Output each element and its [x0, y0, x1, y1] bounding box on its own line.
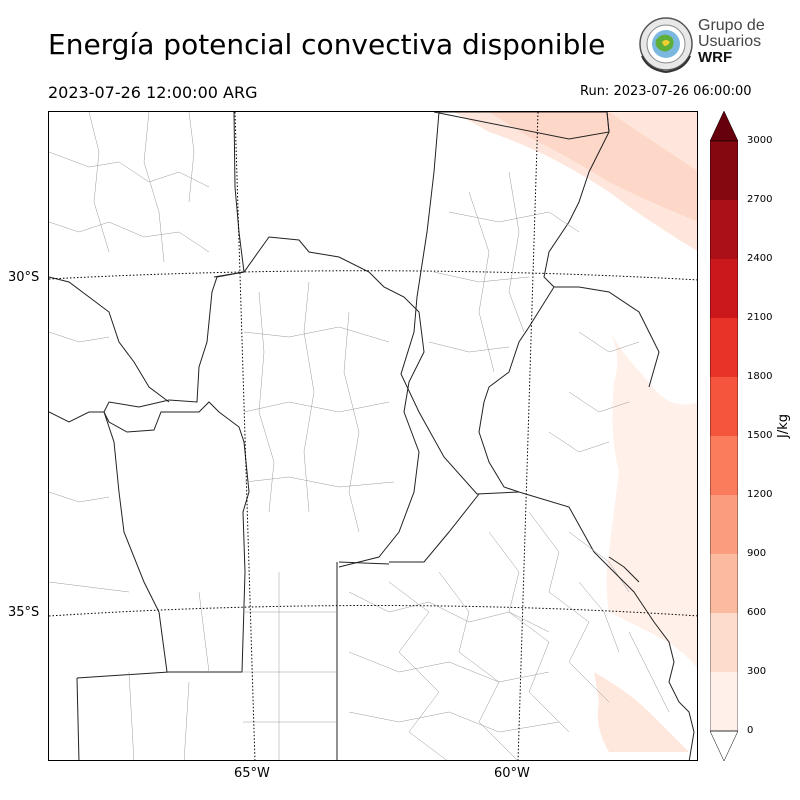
- colorbar-tick-label: 300: [747, 666, 767, 677]
- colorbar-segment: [710, 259, 738, 318]
- valid-time: 2023-07-26 12:00:00 ARG: [48, 83, 258, 102]
- meridian-65w: [234, 112, 256, 760]
- colorbar-segment: [710, 200, 738, 259]
- lon-label-65w: 65°W: [234, 766, 270, 781]
- cape-map: [48, 111, 698, 761]
- cape-shade-northeast-core: [489, 112, 697, 222]
- colorbar-tick-label: 600: [747, 607, 767, 618]
- cape-shade-southeast: [594, 672, 689, 752]
- lat-label-35s: 35°S: [8, 605, 40, 620]
- wrf-users-logo: Grupo de Usuarios WRF: [638, 16, 768, 74]
- colorbar-tick-label: 1800: [747, 371, 773, 382]
- colorbar-segment: [710, 495, 738, 554]
- map-canvas: [49, 112, 697, 760]
- colorbar-segment: [710, 318, 738, 377]
- colorbar: [710, 111, 738, 761]
- colorbar-segment: [710, 377, 738, 436]
- colorbar-label: J/kg: [776, 414, 791, 438]
- lat-label-30s: 30°S: [8, 270, 40, 285]
- colorbar-segment: [710, 141, 738, 200]
- page-title: Energía potencial convectiva disponible: [48, 28, 606, 61]
- colorbar-segment: [710, 672, 738, 731]
- colorbar-tick-label: 2100: [747, 312, 773, 323]
- cape-shade-east: [604, 322, 697, 669]
- colorbar-segments: [710, 141, 738, 731]
- meridian-60w: [517, 112, 539, 760]
- department-boundaries: [49, 112, 670, 760]
- colorbar-segment: [710, 436, 738, 495]
- globe-seal-icon: [639, 17, 693, 74]
- lon-label-60w: 60°W: [494, 766, 530, 781]
- colorbar-tick-label: 0: [747, 725, 754, 736]
- colorbar-segment: [710, 554, 738, 613]
- province-boundaries: [49, 112, 660, 760]
- colorbar-extend-max: [710, 111, 738, 142]
- colorbar-tick-label: 900: [747, 548, 767, 559]
- colorbar-tick-label: 1500: [747, 430, 773, 441]
- cape-shading: [454, 112, 697, 752]
- graticule: [49, 112, 697, 760]
- colorbar-tick-label: 1200: [747, 489, 773, 500]
- colorbar-tick-label: 3000: [747, 135, 773, 146]
- coastline: [593, 551, 695, 760]
- colorbar-tick-label: 2700: [747, 194, 773, 205]
- logo-text: Grupo de Usuarios WRF: [698, 17, 765, 66]
- parallel-30s: [49, 270, 697, 281]
- colorbar-segment: [710, 613, 738, 672]
- run-time: Run: 2023-07-26 06:00:00: [580, 84, 752, 99]
- colorbar-extend-min: [710, 730, 738, 761]
- parallel-35s: [49, 605, 697, 617]
- colorbar-tick-label: 2400: [747, 253, 773, 264]
